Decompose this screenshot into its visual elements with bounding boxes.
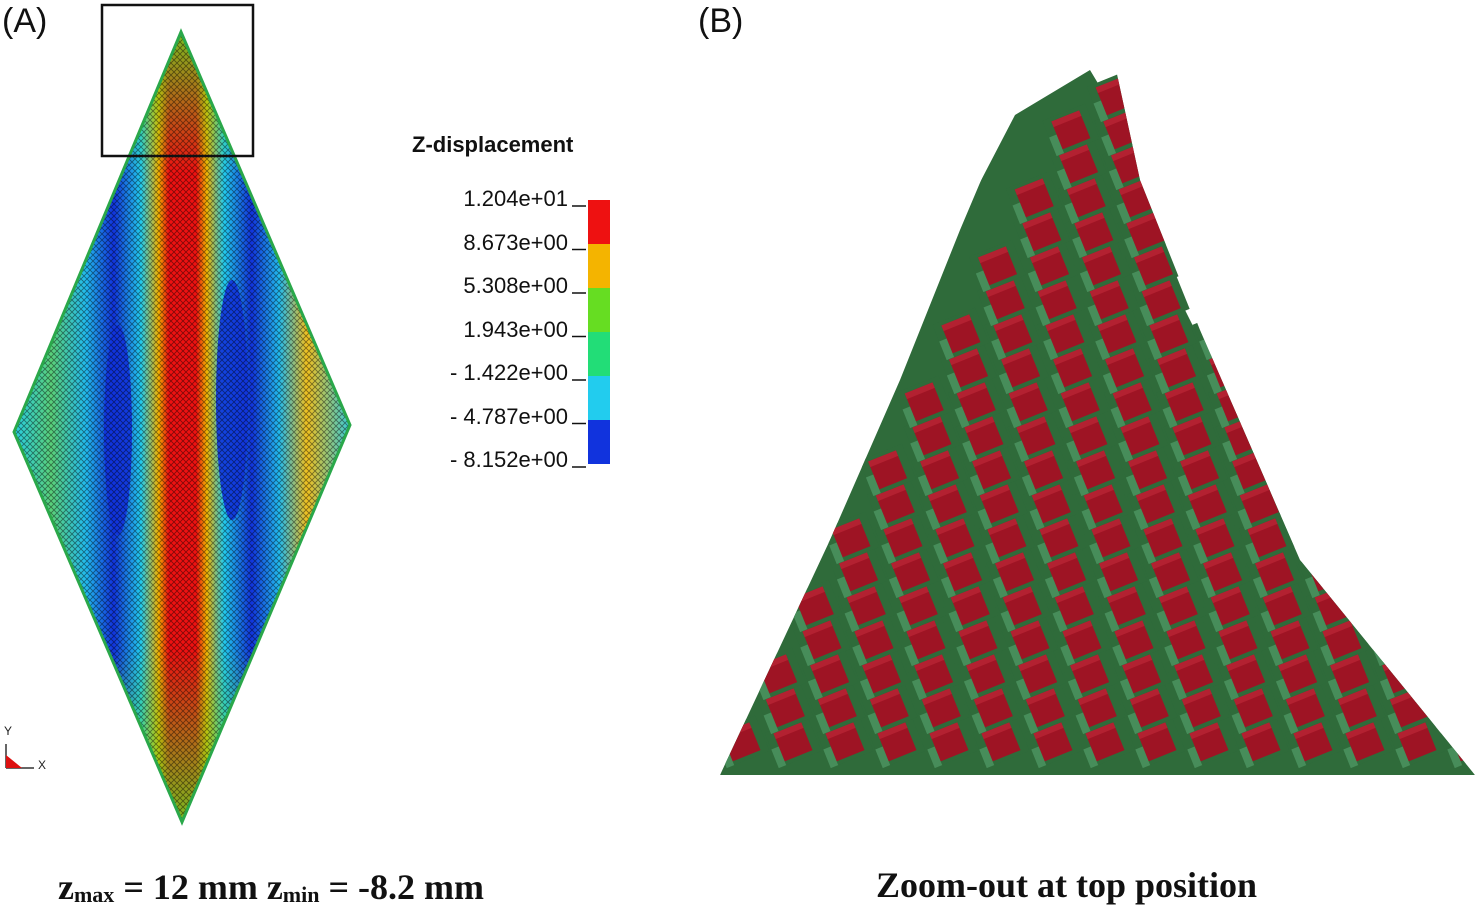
- legend-value: 1.204e+01: [463, 186, 568, 211]
- yarn-tile: [1342, 511, 1400, 565]
- axis-y-label: Y: [4, 724, 13, 738]
- yarn-tile: [1042, 103, 1100, 157]
- legend-swatch: [588, 244, 610, 288]
- legend-swatch: [588, 376, 610, 420]
- legend-swatch: [588, 200, 610, 244]
- yarn-tile: [1232, 715, 1290, 769]
- panel-a-label: (A): [2, 2, 48, 40]
- legend-value: - 4.787e+00: [449, 403, 568, 429]
- woven-fabric-zoom-view: [720, 69, 1475, 775]
- caption-displacement-range: zmax = 12 mm zmin = -8.2 mm: [58, 866, 484, 908]
- yarn-tile: [1186, 511, 1244, 565]
- legend-swatch: [588, 420, 610, 464]
- zmax-symbol: z: [58, 867, 74, 907]
- legend-value: - 8.152e+00: [449, 447, 568, 472]
- yarn-tile: [932, 307, 990, 361]
- axis-triad-icon: [5, 744, 34, 769]
- legend-value: - 1.422e+00: [449, 360, 568, 385]
- legend-title: Z-displacement: [412, 132, 574, 157]
- yarn-tile: [1432, 681, 1475, 735]
- displacement-contour-plot: [12, 28, 352, 826]
- yarn-tile: [895, 375, 953, 429]
- yarn-tile: [822, 511, 880, 565]
- zmin-symbol: z: [266, 867, 283, 907]
- yarn-tile: [1169, 205, 1227, 259]
- yarn-tile: [1184, 273, 1242, 327]
- yarn-tile: [1051, 375, 1109, 429]
- legend-value: 5.308e+00: [463, 273, 568, 298]
- yarn-tile: [1259, 375, 1317, 429]
- yarn-tile: [1267, 409, 1325, 463]
- zmin-subscript: min: [282, 882, 320, 907]
- zmax-value: = 12 mm: [114, 867, 267, 907]
- yarn-tile: [1290, 511, 1348, 565]
- axis-x-label: X: [38, 758, 47, 772]
- yarn-tile: [1009, 647, 1067, 701]
- yarn-tile: [1126, 477, 1184, 531]
- yarn-tile: [1357, 579, 1415, 633]
- yarn-tile: [1161, 171, 1219, 225]
- yarn-tile: [1073, 239, 1130, 293]
- yarn-tile: [1177, 239, 1234, 293]
- legend-value: 8.673e+00: [463, 229, 568, 255]
- yarn-tile: [1275, 443, 1333, 497]
- yarn-tile: [801, 647, 859, 701]
- yarn-tile: [868, 715, 926, 769]
- yarn-tile: [1282, 477, 1340, 531]
- yarn-tile: [1350, 545, 1408, 599]
- yarn-tile: [1252, 341, 1310, 395]
- legend-swatch: [588, 288, 610, 332]
- yarn-tile: [1068, 681, 1126, 735]
- caption-zoom-out: Zoom-out at top position: [876, 865, 1258, 905]
- zoom-region-box: [100, 3, 255, 158]
- yarn-tile: [1224, 681, 1282, 735]
- zmin-value: = -8.2 mm: [319, 867, 484, 907]
- legend-swatch: [588, 332, 610, 376]
- yarn-tile: [1201, 579, 1259, 633]
- zmax-subscript: max: [73, 882, 115, 907]
- yarn-tile: [1005, 171, 1063, 225]
- legend-value: 1.943e+00: [463, 316, 568, 342]
- legend-colorbar: [572, 200, 610, 468]
- yarn-tile: [969, 239, 1026, 293]
- yarn-tile: [1022, 477, 1080, 531]
- yarn-tile: [859, 443, 917, 497]
- panel-b-label: (B): [698, 2, 744, 40]
- yarn-tile: [1036, 307, 1094, 361]
- yarn-tile: [918, 477, 976, 531]
- yarn-tile: [993, 579, 1051, 633]
